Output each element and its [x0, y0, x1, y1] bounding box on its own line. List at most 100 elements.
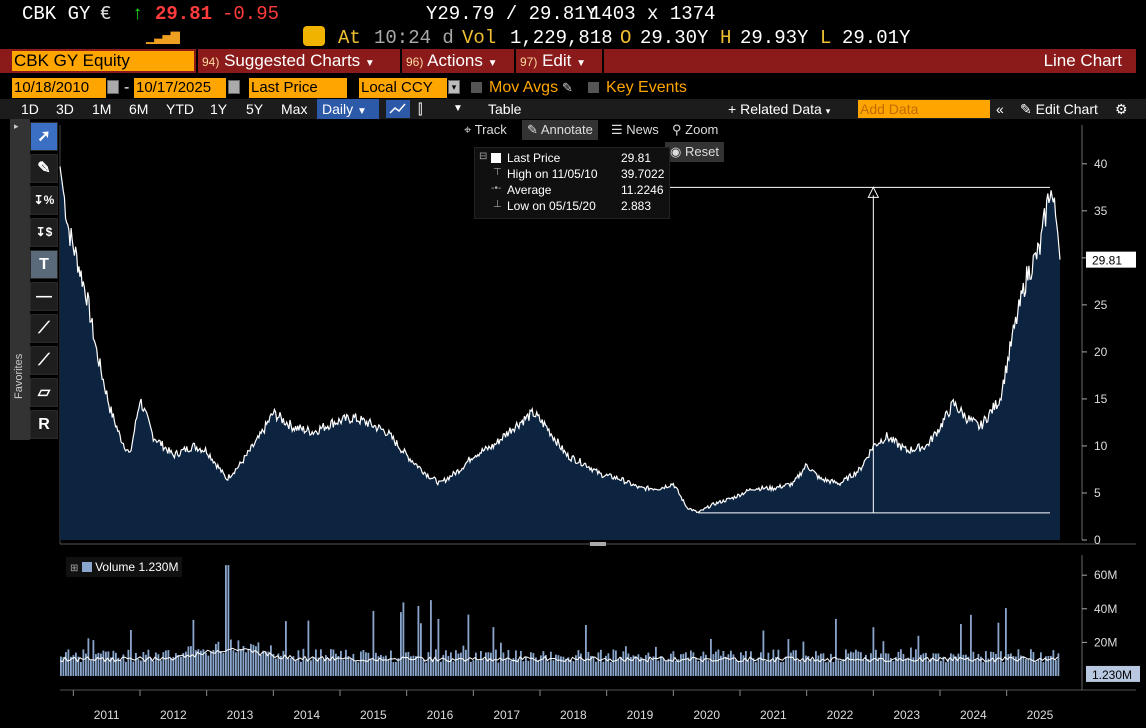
reset-button[interactable]: ◉ Reset	[665, 142, 724, 162]
volume-bar	[265, 651, 267, 676]
volume-bar	[600, 649, 602, 676]
suggested-charts-menu[interactable]: 94) Suggested Charts ▼	[202, 50, 375, 75]
frequency-selector[interactable]: Daily ▼	[317, 99, 379, 119]
field-selector[interactable]: Last Price	[249, 78, 347, 98]
volume-bar	[730, 650, 732, 676]
volume-bar	[680, 654, 682, 676]
clock-icon	[303, 26, 325, 46]
volume-bar	[892, 661, 895, 676]
volume-bar	[697, 660, 700, 676]
volume-bar	[480, 651, 482, 676]
caret-down-icon[interactable]: ▼	[453, 103, 463, 114]
period-max[interactable]: Max	[281, 101, 308, 117]
currency-selector[interactable]: Local CCY	[359, 78, 447, 98]
add-data-input[interactable]: Add Data	[858, 100, 990, 118]
calendar-icon[interactable]	[228, 80, 240, 94]
volume-bar	[62, 657, 65, 676]
volume-bar	[530, 652, 532, 676]
text-tool-icon[interactable]: T	[30, 250, 58, 279]
volume-bar	[635, 656, 637, 676]
volume-bar	[207, 655, 210, 676]
edit-chart-button[interactable]: ✎ Edit Chart	[1020, 101, 1098, 117]
table-button[interactable]: Table	[488, 101, 522, 117]
period-toolbar: 1D 3D 1M 6M YTD 1Y 5Y Max Daily ▼ ⫿ ▼ Ta…	[0, 99, 1146, 119]
price-tick-label: 10	[1094, 439, 1108, 453]
volume-bar	[970, 614, 972, 676]
collapse-icon[interactable]: ⊟	[479, 151, 488, 162]
volume-bar	[392, 662, 395, 676]
trend-line-icon[interactable]: ⟋	[30, 314, 58, 343]
ray-line-icon[interactable]: ⟋	[30, 346, 58, 375]
volume-bar	[817, 655, 820, 676]
x-tick-label: 2014	[293, 708, 320, 722]
track-button[interactable]: ⌖ Track	[464, 120, 507, 140]
volume-bar	[862, 659, 865, 676]
volume-bar	[67, 649, 70, 676]
regression-tool-icon[interactable]: R	[30, 410, 58, 439]
period-3d[interactable]: 3D	[56, 101, 74, 117]
volume-bar	[735, 659, 737, 676]
period-1y[interactable]: 1Y	[210, 101, 228, 117]
line-chart-icon[interactable]	[386, 100, 410, 118]
period-5y[interactable]: 5Y	[246, 101, 264, 117]
volume-bar	[757, 657, 760, 676]
edit-menu[interactable]: 97) Edit ▼	[520, 50, 586, 75]
volume-bar	[982, 662, 985, 676]
favorites-panel[interactable]: ▸ Favorites	[10, 119, 30, 440]
pointer-tool-icon[interactable]: ➚	[30, 122, 58, 151]
dollar-tool-icon[interactable]: ↧$	[30, 218, 58, 247]
volume-bar	[80, 662, 82, 676]
period-6m[interactable]: 6M	[129, 101, 149, 117]
volume-bar	[547, 661, 550, 676]
volume-bar	[272, 654, 275, 676]
key-events-checkbox[interactable]	[588, 82, 599, 93]
caret-down-icon: ▼	[364, 58, 375, 69]
volume-bar	[1030, 649, 1032, 676]
dropdown-arrow-icon[interactable]: ▾	[448, 80, 460, 94]
period-1d[interactable]: 1D	[21, 101, 39, 117]
percent-tool-icon[interactable]: ↧%	[30, 186, 58, 215]
volume-bar	[412, 655, 415, 676]
volume-bar	[435, 649, 437, 676]
volume-bar	[502, 652, 505, 676]
channel-tool-icon[interactable]: ▱	[30, 378, 58, 407]
price-tick-label: 20	[1094, 345, 1108, 359]
volume-bar	[570, 659, 572, 676]
mov-avgs-checkbox[interactable]	[471, 82, 482, 93]
security-field[interactable]: CBK GY Equity	[12, 51, 194, 71]
expand-arrow-icon[interactable]: ▸	[14, 121, 19, 131]
news-button[interactable]: ☰ News	[611, 120, 659, 140]
collapse-icon[interactable]: ⊞	[70, 563, 79, 574]
volume-bar	[675, 660, 677, 676]
volume-bar	[290, 658, 292, 676]
period-1m[interactable]: 1M	[92, 101, 112, 117]
volume-bar	[737, 660, 740, 676]
pencil-icon[interactable]: ✎	[562, 80, 573, 95]
volume-bar	[777, 649, 780, 676]
gear-icon[interactable]: ⚙	[1115, 101, 1128, 117]
volume-bar	[450, 652, 452, 676]
candlestick-icon[interactable]: ⫿	[418, 101, 423, 117]
volume-bar	[390, 650, 392, 676]
volume-bar	[82, 649, 85, 676]
annotate-button[interactable]: ✎ Annotate	[522, 120, 598, 140]
zoom-button[interactable]: ⚲ Zoom	[672, 120, 718, 140]
volume-bar	[620, 657, 622, 676]
x-tick-label: 2025	[1027, 708, 1054, 722]
x-tick-label: 2015	[360, 708, 387, 722]
chart-axes: 051015202530354020M40M60M201120122013201…	[72, 125, 1140, 722]
actions-menu[interactable]: 96) Actions ▼	[406, 50, 498, 75]
period-ytd[interactable]: YTD	[166, 101, 194, 117]
end-date-field[interactable]: 10/17/2025	[134, 78, 226, 98]
pen-tool-icon[interactable]: ✎	[30, 154, 58, 183]
chart-type-title: Line Chart	[1043, 51, 1122, 70]
related-data-menu[interactable]: + Related Data ▾	[728, 101, 831, 117]
price-line-series	[59, 166, 1061, 514]
volume-bar	[1050, 655, 1052, 676]
volume-bar	[202, 649, 205, 676]
start-date-field[interactable]: 10/18/2010	[12, 78, 106, 98]
horizontal-line-icon[interactable]: —	[30, 282, 58, 311]
collapse-icon[interactable]: «	[996, 101, 1004, 117]
calendar-icon[interactable]	[107, 80, 119, 94]
